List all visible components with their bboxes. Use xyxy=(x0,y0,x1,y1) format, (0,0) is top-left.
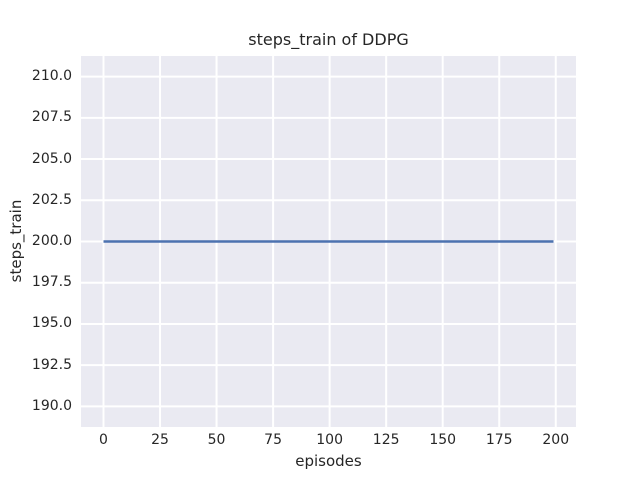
x-tick-label: 200 xyxy=(542,432,570,448)
y-tick-label: 205.0 xyxy=(31,150,72,167)
y-tick-label: 210.0 xyxy=(31,68,72,85)
x-tick-label: 50 xyxy=(207,432,226,448)
plot-canvas xyxy=(81,56,576,427)
x-tick-label: 0 xyxy=(99,432,108,448)
x-tick-label: 75 xyxy=(264,432,282,448)
x-tick-label: 175 xyxy=(485,432,513,448)
y-tick-label: 197.5 xyxy=(31,274,72,291)
x-tick-label: 150 xyxy=(429,432,457,448)
y-tick-label: 190.0 xyxy=(31,397,72,414)
x-tick-label: 100 xyxy=(316,432,343,448)
x-tick-label: 25 xyxy=(151,432,169,448)
chart-title: steps_train of DDPG xyxy=(248,30,409,49)
y-tick-label: 200.0 xyxy=(31,233,72,249)
x-axis-label: episodes xyxy=(295,452,362,470)
plot-area xyxy=(81,56,576,427)
y-tick-label: 192.5 xyxy=(31,356,72,373)
y-tick-label: 202.5 xyxy=(31,191,72,208)
y-tick-label: 207.5 xyxy=(31,109,72,126)
x-tick-label: 125 xyxy=(372,432,400,448)
y-tick-label: 195.0 xyxy=(31,315,72,332)
